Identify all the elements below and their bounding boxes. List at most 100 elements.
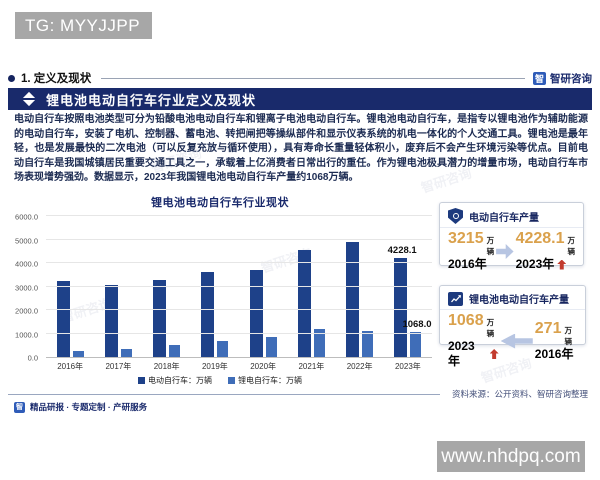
card-body: 1068 万辆 2023年 271 万辆 2016年 (440, 310, 585, 369)
bar-group-2017年 (94, 217, 142, 357)
y-tick-label: 5000.0 (15, 236, 38, 245)
x-tick-label: 2021年 (298, 362, 325, 371)
card-ebike-production: 电动自行车产量 3215 万辆 2016年 4228.1 万辆 (439, 202, 584, 271)
title-banner: 锂电池电动自行车行业定义及现状 (8, 88, 592, 110)
card-title: 锂电池电动自行车产量 (469, 295, 569, 306)
bar-锂电自行车：万辆-2023年: 1068.0 (402, 319, 432, 357)
x-axis: 2016年 2017年 2018年 2019年 2020年 2021年 2022年 2023年 (46, 361, 432, 372)
bar-电动自行车：万辆-2020年 (249, 270, 263, 357)
banner-title: 锂电池电动自行车行业定义及现状 (46, 92, 257, 108)
bar-电动自行车：万辆-2021年 (297, 250, 311, 357)
stat-unit: 万辆 (564, 325, 572, 346)
x-tick-label: 2017年 (105, 362, 132, 371)
trend-arrow-icon (500, 333, 533, 349)
company-logo: 智 智研咨询 (533, 71, 592, 86)
x-tick-label: 2020年 (250, 362, 277, 371)
stat-value: 4228.1 (515, 230, 565, 247)
x-tick-label: 2022年 (346, 362, 373, 371)
gridline (46, 285, 432, 287)
logo-icon: 智 (14, 401, 25, 413)
chart-legend: 电动自行车：万辆 锂电自行车：万辆 (10, 375, 430, 386)
y-tick-label: 1000.0 (15, 330, 38, 339)
stat-right: 4228.1 万辆 2023年 (516, 231, 575, 272)
bar-锂电自行车：万辆-2017年 (120, 349, 132, 357)
bar-电动自行车：万辆-2023年: 4228.1 (388, 245, 417, 357)
bar-锂电自行车：万辆-2020年 (265, 336, 277, 357)
increase-arrow-icon (557, 259, 567, 270)
card-title: 电动自行车产量 (469, 212, 539, 224)
bar-group-2016年 (46, 217, 94, 357)
gridline (46, 238, 432, 240)
x-tick-label: 2023年 (394, 362, 421, 371)
bar-锂电自行车：万辆-2021年 (313, 328, 325, 357)
stat-left: 3215 万辆 2016年 (448, 231, 494, 272)
stat-year: 2023年 (515, 257, 555, 271)
bar-value-label: 4228.1 (387, 244, 417, 256)
services-row: 智 精品研报 · 专题定制 · 产研服务 (14, 401, 147, 413)
bar-锂电自行车：万辆-2019年 (217, 340, 229, 357)
increase-arrow-icon (489, 349, 499, 359)
bar-group-2022年 (336, 217, 384, 357)
legend-item: 电动自行车：万辆 (138, 375, 212, 386)
diamond-icon (21, 91, 37, 107)
logo-text: 智研咨询 (550, 72, 592, 85)
gridline (46, 332, 432, 334)
production-bar-chart: 锂电池电动自行车行业现状 0.0 1000.0 2000.0 3000.0 4000.0… (10, 192, 432, 388)
data-source: 资料来源：公开资料、智研咨询整理 (451, 389, 588, 399)
plot-area: 4228.1 1068.0 (46, 215, 432, 358)
definition-paragraph: 电动自行车按照电池类型可分为铅酸电池电动自行车和锂离子电池电动自行车。锂电池电动… (14, 114, 588, 184)
gridline (46, 309, 432, 310)
gridline (46, 262, 432, 263)
section-title: 1. 定义及现状 (21, 73, 92, 85)
stat-year: 2016年 (534, 346, 574, 361)
stat-left: 1068 万辆 2023年 (448, 313, 499, 369)
card-body: 3215 万辆 2016年 4228.1 万辆 2023年 (440, 228, 583, 272)
chart-title: 锂电池电动自行车行业现状 (151, 197, 289, 209)
stat-unit: 万辆 (486, 236, 495, 256)
stat-unit: 万辆 (486, 318, 495, 338)
tg-contact-badge: TG: MYYJJPP (15, 12, 152, 39)
header-divider (101, 77, 525, 79)
legend-label: 电动自行车：万辆 (148, 376, 212, 385)
bar-group-2020年 (239, 217, 287, 357)
y-tick-label: 0.0 (27, 353, 38, 363)
source-row: 资料来源：公开资料、智研咨询整理 (8, 388, 588, 400)
gridline (46, 215, 432, 216)
legend-swatch-icon (138, 377, 145, 384)
y-axis: 0.0 1000.0 2000.0 3000.0 4000.0 5000.0 6000.0 (10, 213, 38, 363)
bar-group-2019年 (191, 217, 239, 357)
y-tick-label: 3000.0 (15, 283, 38, 292)
bar-电动自行车：万辆-2022年 (346, 241, 360, 357)
bar-value-label: 1068.0 (402, 318, 432, 330)
trend-arrow-icon (496, 244, 514, 259)
growth-chart-icon (448, 291, 463, 306)
bar-电动自行车：万辆-2019年 (201, 272, 215, 357)
logo-icon: 智 (533, 71, 546, 85)
stat-right: 271 万辆 2016年 (534, 319, 577, 362)
stat-value: 1068 (448, 312, 484, 329)
footer-divider (8, 393, 440, 395)
bullet-dot-icon (8, 74, 15, 82)
bar-group-2023年: 4228.1 1068.0 (384, 217, 432, 357)
card-header: 锂电池电动自行车产量 (440, 286, 585, 310)
x-tick-label: 2019年 (201, 362, 228, 371)
section-header: 1. 定义及现状 智 智研咨询 (8, 70, 592, 86)
bar-锂电自行车：万辆-2022年 (362, 331, 374, 357)
y-tick-label: 4000.0 (15, 259, 38, 269)
bar-锂电自行车：万辆-2016年 (72, 350, 84, 357)
card-header: 电动自行车产量 (440, 203, 583, 228)
bar-电动自行车：万辆-2017年 (104, 285, 118, 357)
bar-group-2021年 (287, 217, 335, 357)
stat-year: 2016年 (448, 257, 487, 271)
bar-group-2018年 (143, 217, 191, 357)
bars-container: 4228.1 1068.0 (46, 217, 432, 357)
x-tick-label: 2018年 (153, 362, 180, 371)
legend-label: 锂电自行车：万辆 (238, 376, 302, 385)
stat-value: 271 (534, 319, 562, 337)
legend-item: 锂电自行车：万辆 (228, 375, 302, 386)
bar-电动自行车：万辆-2016年 (56, 281, 70, 357)
y-tick-label: 6000.0 (15, 212, 38, 222)
bar-锂电自行车：万辆-2018年 (169, 345, 181, 357)
x-tick-label: 2016年 (57, 362, 84, 371)
